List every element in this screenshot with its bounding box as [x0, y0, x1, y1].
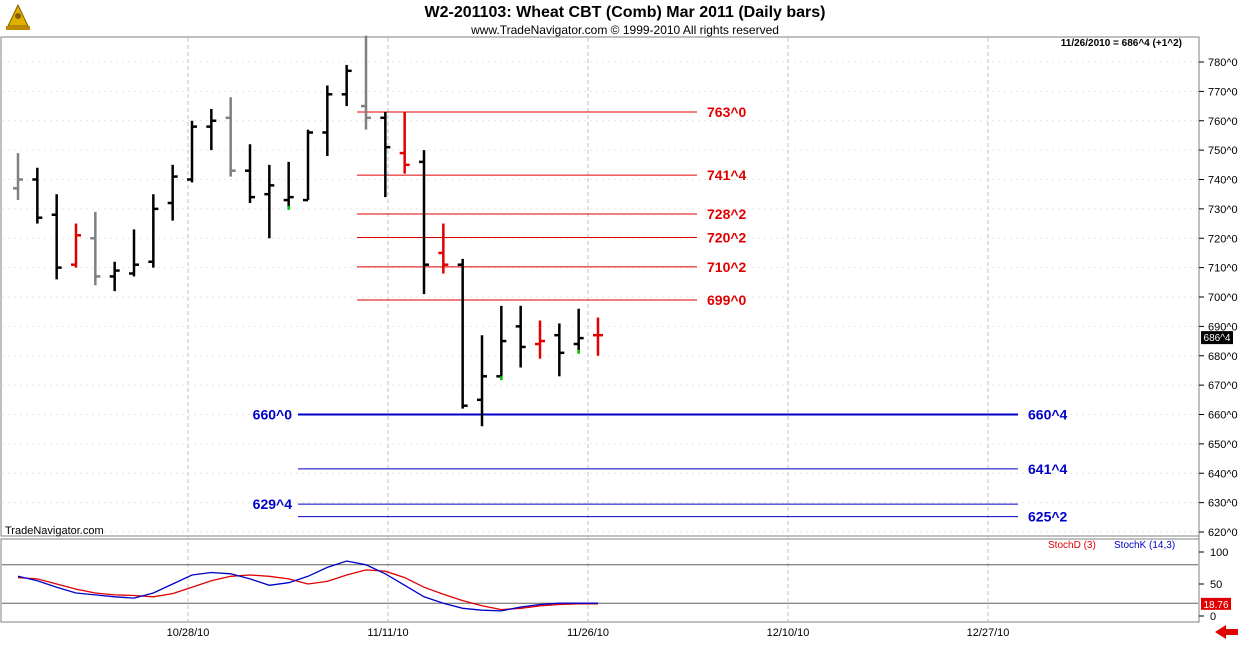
- price-tick-label: 750^0: [1208, 145, 1238, 157]
- price-tick-label: 720^0: [1208, 233, 1238, 245]
- vertical-gridlines: [187, 38, 989, 621]
- ohlc-bar: [438, 223, 449, 274]
- stoch-last-label: 18.76: [1203, 600, 1228, 611]
- ohlc-bar: [419, 150, 429, 295]
- ohlc-bar: [167, 164, 178, 221]
- stoch-series-line: [17, 569, 598, 611]
- resistance-label: 741^4: [707, 167, 747, 183]
- resistance-label: 728^2: [707, 206, 747, 222]
- price-tick-label: 660^0: [1208, 410, 1238, 422]
- ohlc-bar: [361, 35, 371, 130]
- support-label-right: 641^4: [1028, 461, 1068, 477]
- ohlc-bar: [245, 144, 255, 203]
- price-tick-label: 640^0: [1208, 468, 1238, 480]
- scroll-right-arrow-icon[interactable]: [1213, 624, 1241, 641]
- price-gridlines: [2, 61, 1198, 533]
- last-price-label: 686^4: [1204, 333, 1231, 344]
- price-tick-label: 630^0: [1208, 498, 1238, 510]
- price-tick-label: 770^0: [1208, 86, 1238, 98]
- ohlc-bar: [51, 194, 62, 280]
- stoch-tick-label: 100: [1210, 547, 1228, 559]
- stoch-series-line: [17, 560, 598, 612]
- stoch-tick-label: 0: [1210, 611, 1216, 623]
- price-tick-label: 760^0: [1208, 116, 1238, 128]
- ohlc-bar: [341, 64, 352, 107]
- ohlc-bar: [554, 323, 565, 377]
- last-price-tag: 686^4: [1201, 331, 1233, 345]
- chart-title: W2-201103: Wheat CBT (Comb) Mar 2011 (Da…: [424, 4, 825, 21]
- ohlc-bar: [187, 120, 197, 183]
- copyright-notice: www.TradeNavigator.com © 1999-2010 All r…: [470, 23, 779, 37]
- ohlc-bar: [535, 320, 545, 359]
- watermark: TradeNavigator.com: [5, 525, 104, 537]
- ohlc-bar: [32, 167, 43, 224]
- ohlc-bar: [322, 85, 333, 156]
- price-tick-label: 620^0: [1208, 527, 1238, 539]
- price-bars: [13, 35, 603, 427]
- resistance-label: 720^2: [707, 230, 747, 246]
- support-resistance-levels: 763^0 741^4 728^2 720^2 710^2 699^0 660^0 660^4…: [253, 104, 1068, 525]
- stoch-legend-d: StochD (3): [1048, 540, 1096, 551]
- ohlc-bar: [496, 305, 507, 381]
- price-tick-label: 700^0: [1208, 292, 1238, 304]
- date-axis: 10/28/10 11/11/10 11/26/10 12/10/10 12/27/10: [167, 627, 1010, 639]
- ohlc-bar: [71, 223, 81, 268]
- date-label: 10/28/10: [167, 627, 210, 639]
- date-label: 12/27/10: [967, 627, 1010, 639]
- date-label: 12/10/10: [767, 627, 810, 639]
- price-tick-label: 710^0: [1208, 263, 1238, 275]
- stochastic-panel: 0 50 100 StochD (3) StochK (14,3) 18.76: [2, 540, 1231, 623]
- resistance-label: 699^0: [707, 292, 747, 308]
- ohlc-bar: [515, 305, 526, 368]
- ohlc-bar: [129, 229, 139, 277]
- ohlc-bar: [380, 111, 391, 198]
- support-label-right: 660^4: [1028, 407, 1068, 423]
- price-axis: 620^0 630^0 640^0 650^0 660^0 670^0 680^0 690^0…: [1199, 57, 1238, 539]
- ohlc-bar: [109, 261, 120, 292]
- price-tick-label: 780^0: [1208, 57, 1238, 69]
- trade-navigator-logo-icon[interactable]: [3, 3, 33, 33]
- date-label: 11/11/10: [367, 627, 408, 639]
- price-tick-label: 740^0: [1208, 175, 1238, 187]
- date-label: 11/26/10: [567, 627, 609, 639]
- ohlc-bar: [477, 335, 487, 427]
- ohlc-bar: [264, 164, 275, 239]
- ohlc-bar: [283, 161, 294, 210]
- price-tick-label: 690^0: [1208, 321, 1238, 333]
- last-price-readout: 11/26/2010 = 686^4 (+1^2): [1061, 38, 1182, 49]
- ohlc-bar: [593, 317, 603, 356]
- ohlc-bar: [13, 153, 23, 201]
- stoch-legend-k: StochK (14,3): [1114, 540, 1175, 551]
- ohlc-bar: [457, 258, 468, 409]
- stoch-last-tag: [1201, 597, 1231, 610]
- support-label-right: 625^2: [1028, 509, 1068, 525]
- ohlc-bar: [573, 308, 584, 354]
- ohlc-bar: [225, 97, 236, 177]
- ohlc-bar: [90, 211, 101, 286]
- support-label-left: 660^0: [253, 407, 293, 423]
- resistance-label: 710^2: [707, 259, 747, 275]
- ohlc-bar: [206, 109, 217, 151]
- price-tick-label: 680^0: [1208, 351, 1238, 363]
- price-tick-label: 730^0: [1208, 204, 1238, 216]
- ohlc-bar: [399, 111, 410, 174]
- ohlc-bar: [148, 194, 159, 268]
- stoch-tick-label: 50: [1210, 579, 1222, 591]
- price-tick-label: 670^0: [1208, 380, 1238, 392]
- ohlc-bar: [303, 129, 313, 202]
- support-label-left: 629^4: [253, 496, 293, 512]
- price-tick-label: 650^0: [1208, 439, 1238, 451]
- resistance-label: 763^0: [707, 104, 747, 120]
